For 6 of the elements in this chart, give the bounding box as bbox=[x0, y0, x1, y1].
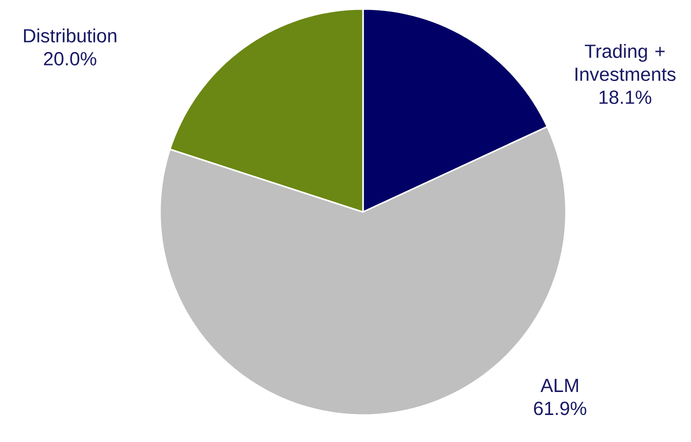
slice-label: ALM bbox=[540, 378, 578, 392]
data-label: 18.1% bbox=[600, 90, 652, 104]
data-label: 20.0% bbox=[44, 52, 96, 66]
data-label: 61.9% bbox=[534, 402, 586, 416]
slice-label: Trading + Investments bbox=[576, 44, 676, 81]
slice-label: Distribution bbox=[24, 28, 116, 42]
